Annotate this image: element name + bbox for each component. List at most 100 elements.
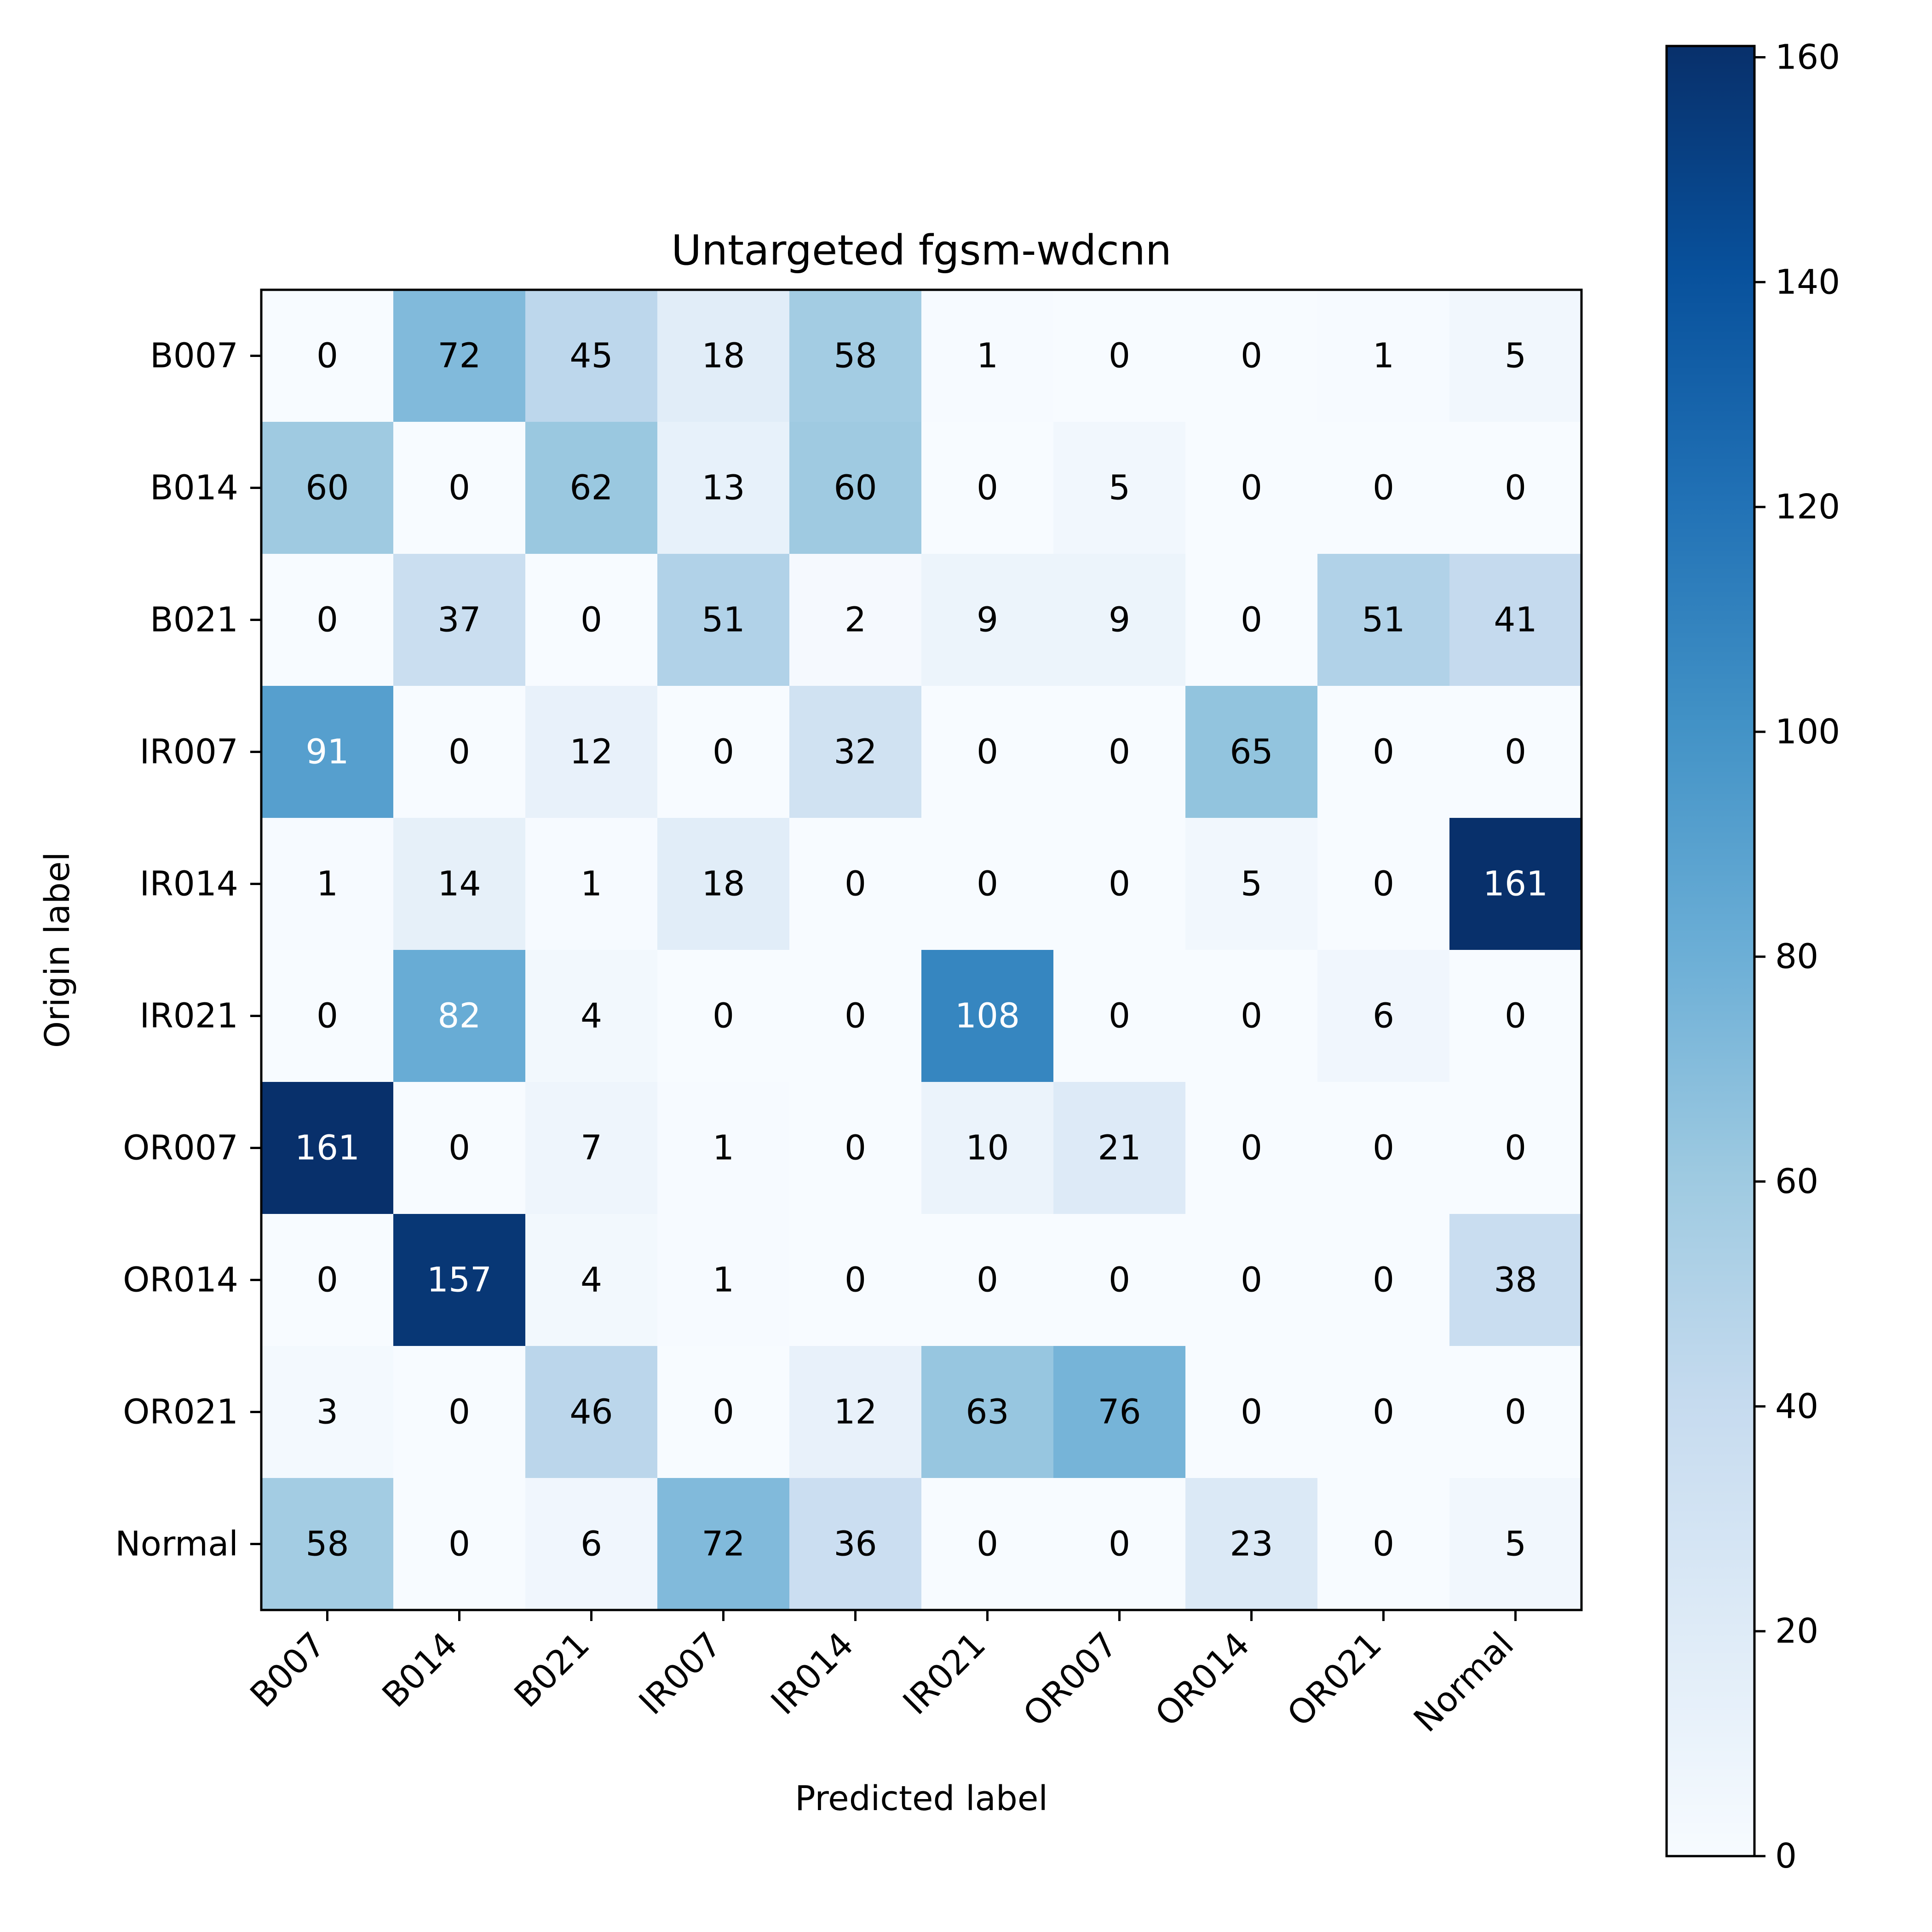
heatmap-cell [393,950,526,1082]
cell-value-label: 0 [1109,864,1130,904]
cell-value-label: 0 [845,1260,866,1300]
cell-value-label: 23 [1230,1524,1273,1564]
cell-value-label: 58 [834,336,877,376]
heatmap-cell [1449,818,1582,950]
cell-value-label: 0 [977,1260,998,1300]
heatmap-cell-labels: 0 72 45 18 58 1 0 0 1 560 0 62 13 60 0 5 0 0 00 37 0 51 2 9 9 0 51… [295,336,1548,1564]
heatmap-cell [525,290,658,422]
cell-value-label: 0 [1373,468,1394,508]
cell-value-label: 65 [1230,732,1273,772]
y-tick-label: IR007 [140,732,238,772]
heatmap-cell [1449,1346,1582,1478]
heatmap-cell [393,1214,526,1346]
cell-value-label: 0 [845,996,866,1036]
cell-value-label: 0 [1109,996,1130,1036]
cell-value-label: 32 [834,732,877,772]
heatmap-cell [1053,1214,1186,1346]
y-tick-label: B021 [150,600,238,640]
cell-value-label: 0 [977,864,998,904]
colorbar-ticks: 0 20 40 60 80 100 120 140 160 [1754,37,1840,1876]
cell-value-label: 0 [448,1128,470,1168]
cell-value-label: 0 [845,1128,866,1168]
heatmap-cell [657,290,790,422]
heatmap-cell [789,554,922,686]
heatmap-cell [393,1478,526,1610]
cell-value-label: 9 [1109,600,1130,640]
cell-value-label: 0 [1505,996,1526,1036]
cell-value-label: 0 [316,336,338,376]
colorbar-tick-label: 80 [1775,937,1818,977]
cell-value-label: 0 [1241,1392,1262,1432]
colorbar-tick-label: 20 [1775,1611,1818,1651]
colorbar-frame [1665,45,1756,1857]
colorbar-tick-label: 160 [1775,37,1840,77]
cell-value-label: 161 [295,1128,360,1168]
heatmap-cell [789,1478,922,1610]
heatmap-cell [1317,290,1450,422]
heatmap-cell [1185,686,1318,818]
heatmap-cell [1185,818,1318,950]
cell-value-label: 1 [316,864,338,904]
cell-value-label: 0 [1109,1260,1130,1300]
cell-value-label: 10 [966,1128,1009,1168]
heatmap-cell [1317,818,1450,950]
cell-value-label: 0 [977,1524,998,1564]
heatmap-cell [261,1082,394,1214]
heatmap-cell [261,1214,394,1346]
cell-value-label: 5 [1109,468,1130,508]
cell-value-label: 0 [1241,600,1262,640]
heatmap-cell [657,686,790,818]
heatmap-cell [657,1346,790,1478]
cell-value-label: 0 [1373,1260,1394,1300]
cell-value-label: 46 [569,1392,613,1432]
cell-value-label: 41 [1494,600,1537,640]
cell-value-label: 12 [569,732,613,772]
heatmap-cell [1449,1214,1582,1346]
cell-value-label: 0 [1505,1392,1526,1432]
cell-value-label: 1 [713,1128,734,1168]
heatmap-cell [261,1346,394,1478]
cell-value-label: 58 [305,1524,349,1564]
cell-value-label: 12 [834,1392,877,1432]
cell-value-label: 6 [1373,996,1394,1036]
heatmap-cell [1449,290,1582,422]
heatmap-cell [1053,686,1186,818]
cell-value-label: 0 [1505,732,1526,772]
heatmap-cell [1449,1478,1582,1610]
heatmap-cell [1317,1478,1450,1610]
heatmap-cell [525,1478,658,1610]
heatmap-cell [1449,422,1582,554]
cell-value-label: 0 [448,732,470,772]
cell-value-label: 0 [1241,468,1262,508]
heatmap-cell [525,554,658,686]
cell-value-label: 1 [977,336,998,376]
cell-value-label: 21 [1098,1128,1141,1168]
cell-value-label: 0 [1373,732,1394,772]
cell-value-label: 18 [702,336,745,376]
heatmap-cell [1449,1082,1582,1214]
heatmap-cell [921,290,1054,422]
heatmap-cell [1053,950,1186,1082]
heatmap-cell [921,1082,1054,1214]
cell-value-label: 38 [1494,1260,1537,1300]
y-tick-label: OR007 [123,1128,238,1168]
cell-value-label: 4 [581,1260,602,1300]
cell-value-label: 157 [427,1260,492,1300]
chart-title: Untargeted fgsm-wdcnn [671,226,1172,275]
cell-value-label: 82 [437,996,481,1036]
cell-value-label: 37 [437,600,481,640]
heatmap-cell [261,1478,394,1610]
heatmap-cell [1185,1346,1318,1478]
cell-value-label: 0 [1373,864,1394,904]
heatmap-cell [1449,554,1582,686]
heatmap-cell [393,1082,526,1214]
heatmap-cell [1185,290,1318,422]
heatmap-cell [1449,686,1582,818]
heatmap-cell [921,554,1054,686]
cell-value-label: 0 [845,864,866,904]
cell-value-label: 13 [702,468,745,508]
heatmap-cell [261,950,394,1082]
cell-value-label: 1 [581,864,602,904]
cell-value-label: 0 [1373,1392,1394,1432]
cell-value-label: 36 [834,1524,877,1564]
